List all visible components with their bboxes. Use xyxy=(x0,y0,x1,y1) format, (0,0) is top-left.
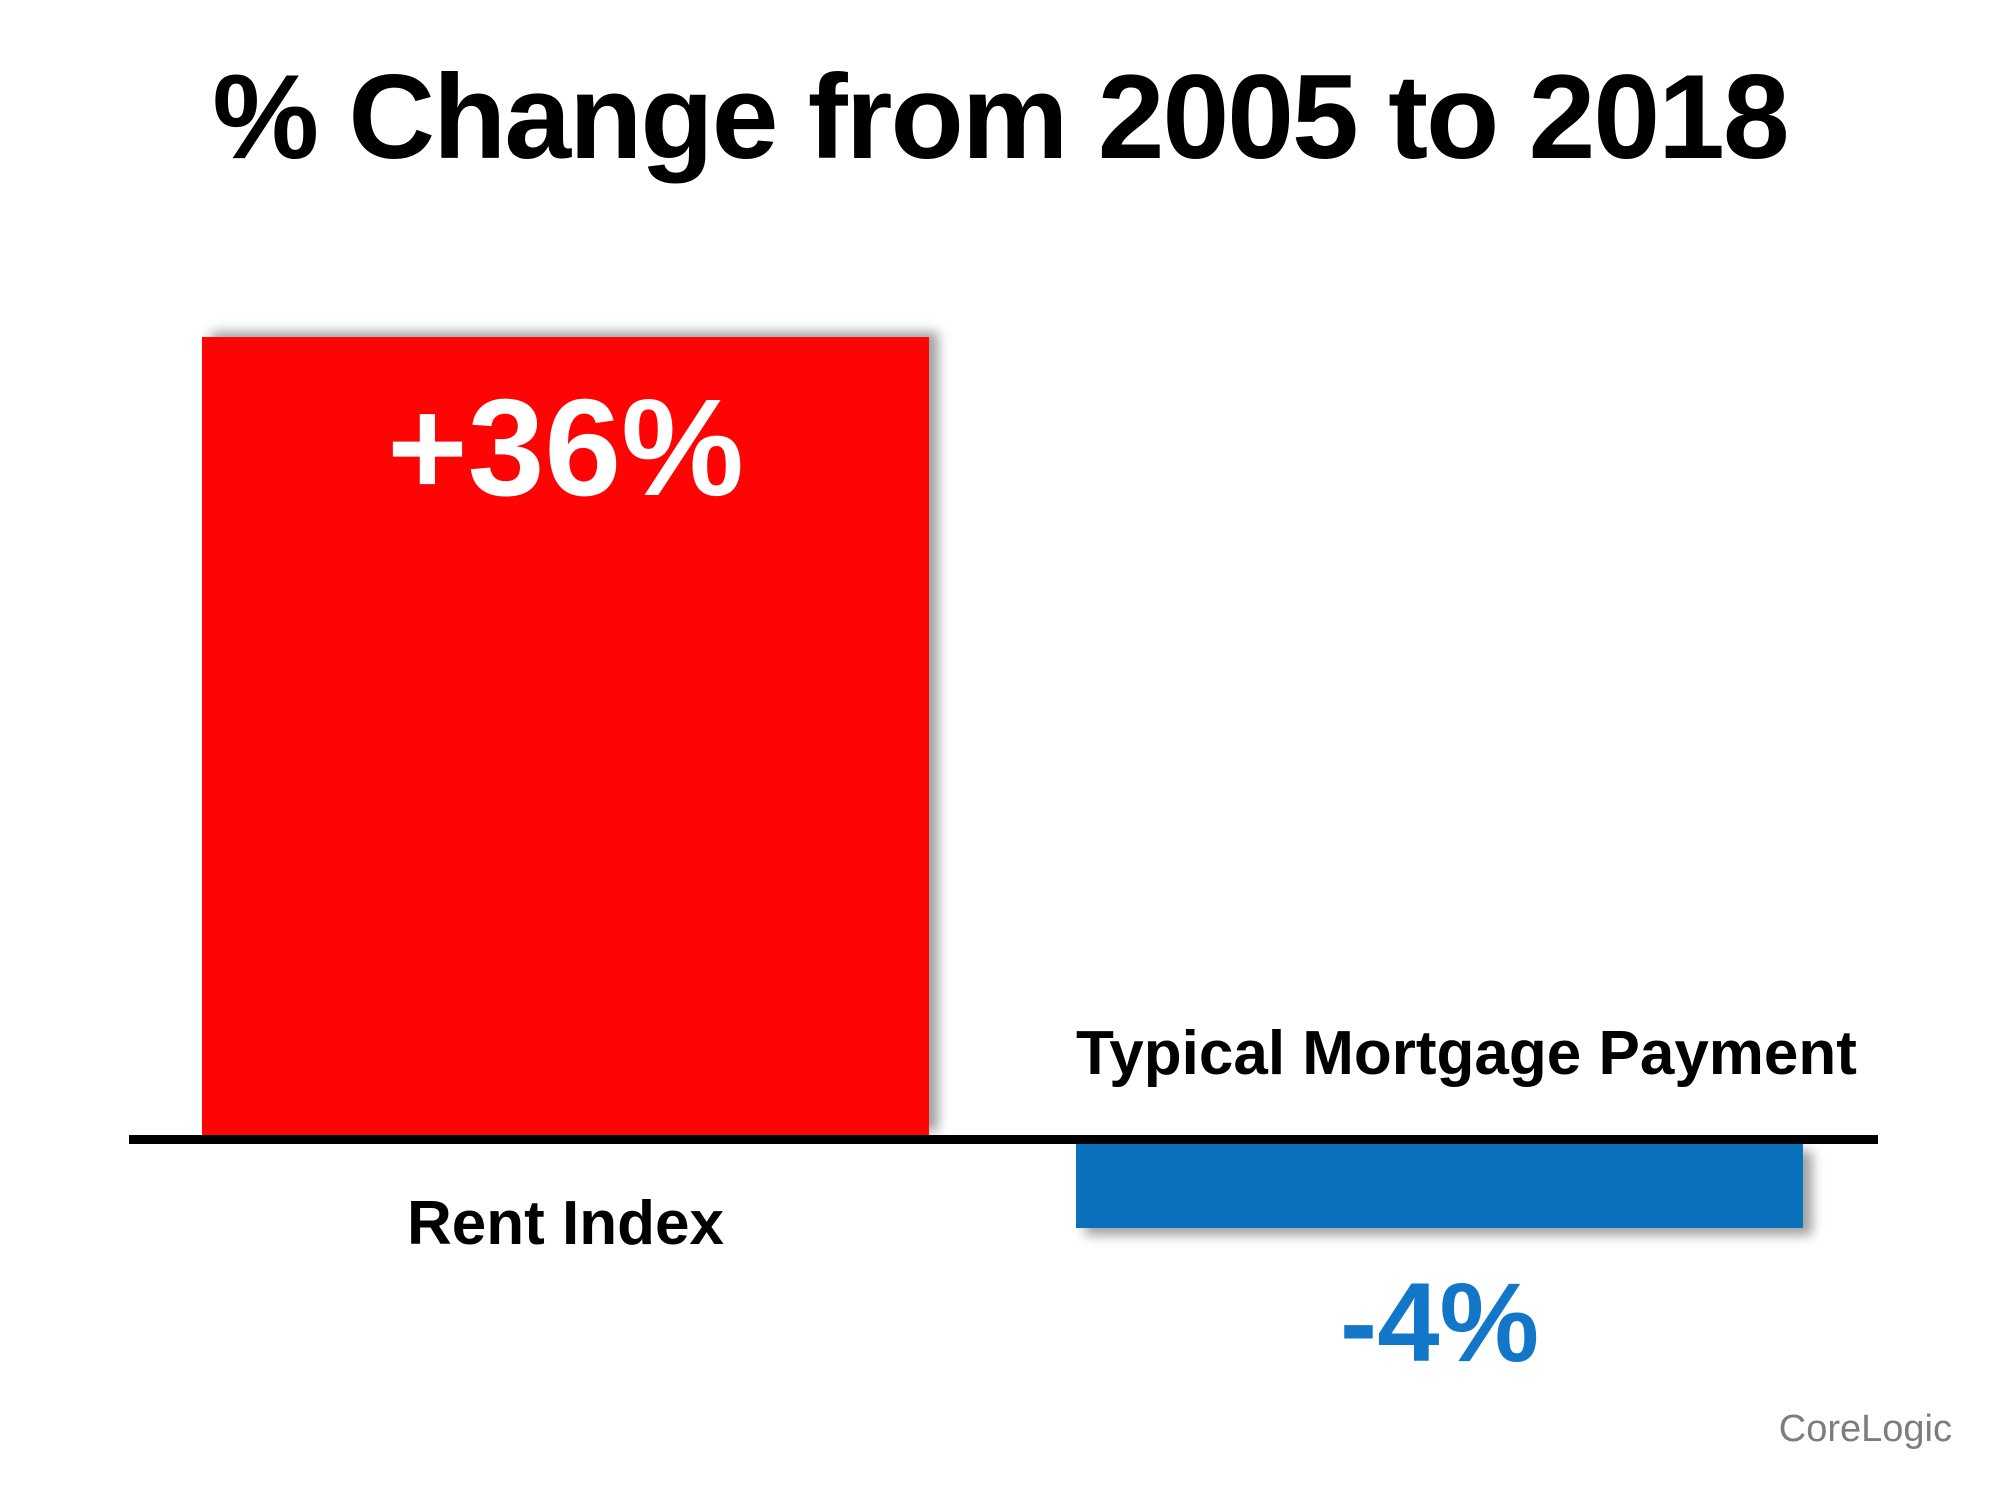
chart-title: % Change from 2005 to 2018 xyxy=(212,50,1789,184)
bar-typical-mortgage-payment xyxy=(1076,1144,1803,1228)
bar-typical-mortgage-payment-value-label: -4% xyxy=(1339,1260,1540,1385)
bar-rent-index-value-label: +36% xyxy=(387,371,744,525)
category-label-typical-mortgage-payment: Typical Mortgage Payment xyxy=(1076,1019,1857,1088)
category-label-rent-index: Rent Index xyxy=(407,1189,724,1258)
source-credit: CoreLogic xyxy=(1778,1408,1952,1450)
bar-rent-index: +36% xyxy=(202,337,929,1136)
baseline-axis xyxy=(129,1135,1878,1144)
